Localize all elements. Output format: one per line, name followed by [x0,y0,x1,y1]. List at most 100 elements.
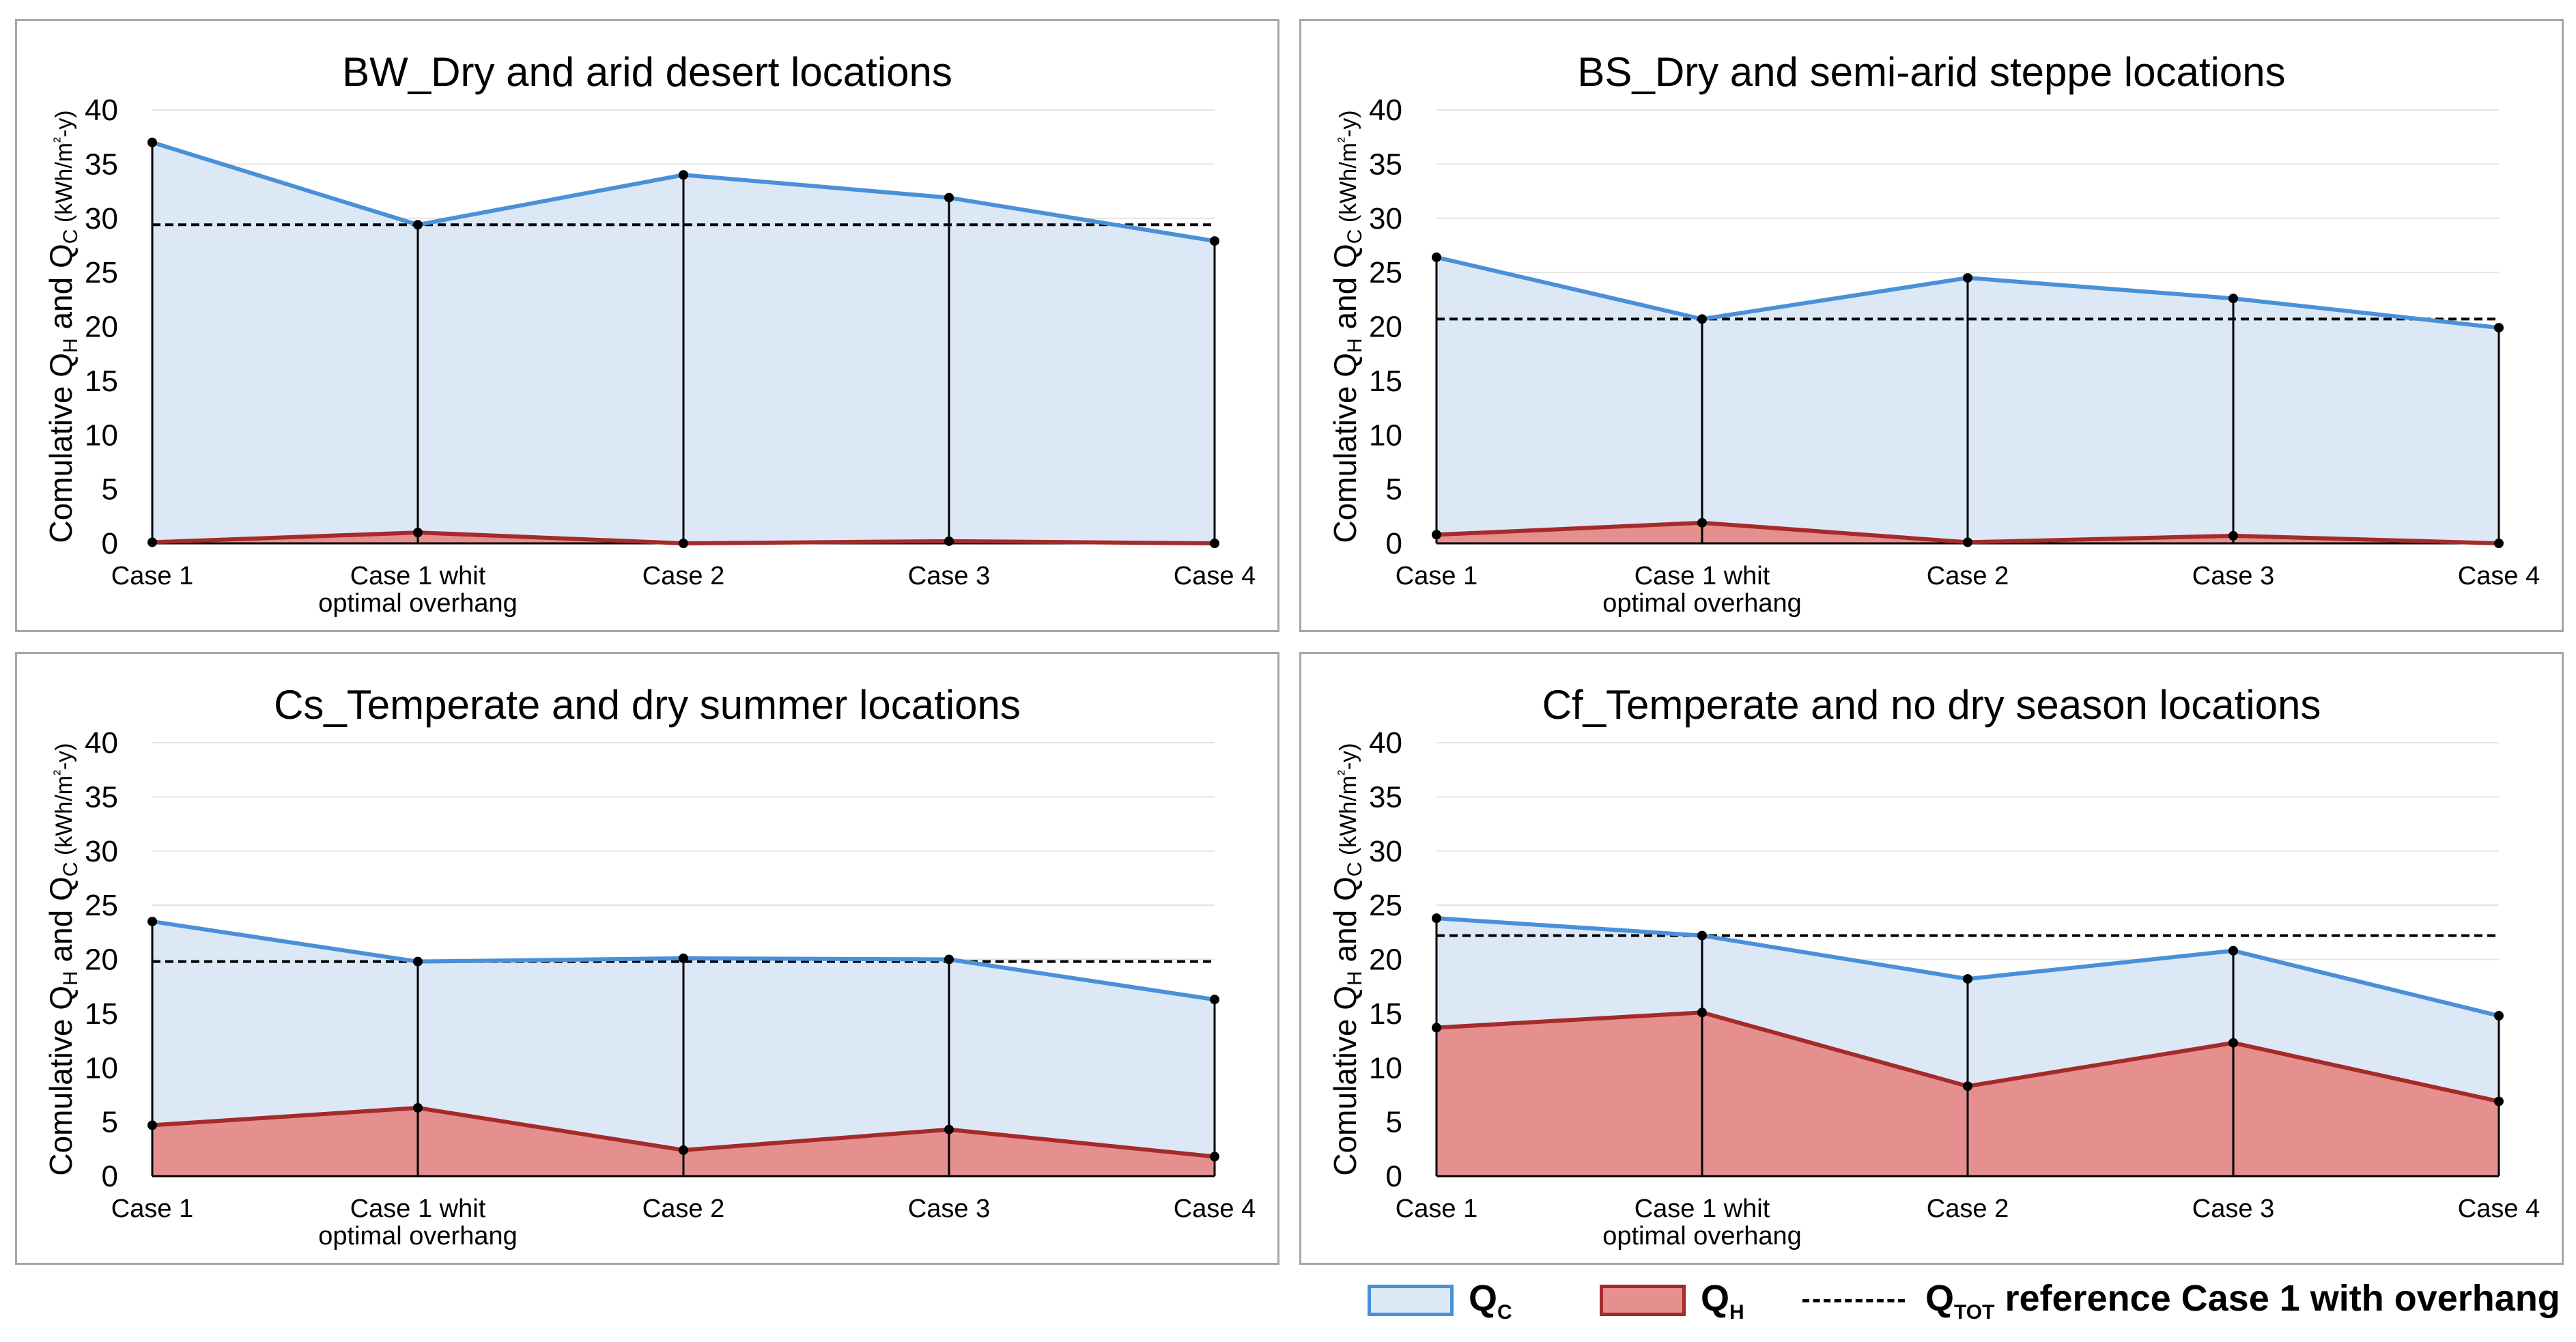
qc-point [2228,945,2238,956]
y-axis-title: Comulative QH and QC (kWh/m²-y) [43,743,82,1175]
y-tick-label: 35 [85,780,118,814]
qc-point [413,956,423,967]
qh-point [147,1120,157,1130]
y-tick-label: 10 [1369,1051,1402,1085]
legend-label-reference: QTOT reference Case 1 with overhang [1925,1277,2560,1324]
qh-point [679,539,688,548]
chart-title: BW_Dry and arid desert locations [342,49,952,95]
x-tick-label: Case 1 [111,562,193,590]
y-tick-label: 0 [1386,527,1402,560]
y-tick-label: 5 [1386,473,1402,506]
y-axis-title: Comulative QH and QC (kWh/m²-y) [43,110,82,543]
qh-point [2228,530,2238,541]
y-tick-label: 35 [1369,147,1402,181]
chart-title: BS_Dry and semi-arid steppe locations [1577,49,2286,95]
x-tick-label: Case 1 [1396,562,1477,590]
chart-plot-cs: 0 5 10 15 20 25 30 35 40 Case 1 Case 1 whitoptimal… [43,726,1256,1251]
chart-panel-cs: Cs_Temperate and dry summer locations 0 5… [15,652,1279,1265]
qh-point [1697,1008,1707,1018]
x-tick-label: Case 3 [908,1195,990,1223]
y-tick-label: 20 [1369,943,1402,977]
qc-point [147,137,157,147]
qc-point [679,953,688,963]
y-tick-label: 5 [102,473,118,506]
qh-point [1432,1023,1441,1033]
y-tick-label: 0 [1386,1160,1402,1193]
x-tick-label: Case 4 [1174,562,1256,590]
qh-point [1963,537,1972,547]
chart-plot-bw: 0 5 10 15 20 25 30 35 40 Case 1 Case 1 whitoptimal… [43,94,1256,618]
y-tick-label: 25 [1369,889,1402,922]
y-tick-label: 5 [1386,1106,1402,1139]
y-tick-label: 30 [85,835,118,868]
qc-point [1697,314,1707,324]
y-axis-title: Comulative QH and QC (kWh/m²-y) [1327,110,1366,543]
qc-point [2494,1011,2504,1021]
qh-point [2494,539,2504,548]
legend-label-qh: QH [1701,1277,1744,1324]
x-tick-label: Case 4 [2458,1195,2540,1223]
chart-plot-bs: 0 5 10 15 20 25 30 35 40 Case 1 Case 1 whitoptimal… [1327,94,2540,618]
x-tick-label: Case 3 [908,562,990,590]
qc-point [1432,252,1441,262]
y-tick-label: 0 [102,1160,118,1193]
y-tick-label: 25 [1369,256,1402,289]
chart-title: Cf_Temperate and no dry season locations [1542,682,2321,728]
y-tick-label: 25 [85,256,118,289]
x-tick-label: Case 1 whit [350,562,486,590]
x-tick-label: Case 1 [111,1195,193,1223]
y-tick-label: 10 [1369,418,1402,452]
qc-point [2494,323,2504,333]
legend-swatch-reference [1802,1298,1905,1302]
qc-point [1432,913,1441,924]
chart-plot-cf: 0 5 10 15 20 25 30 35 40 Case 1 Case 1 whitoptimal… [1327,726,2540,1251]
y-tick-label: 30 [1369,202,1402,235]
qh-point [679,1145,688,1155]
qh-point [147,537,157,547]
x-tick-label: Case 2 [1927,562,2009,590]
qc-point [944,192,954,203]
y-tick-label: 20 [1369,311,1402,344]
qc-point [679,170,688,180]
y-tick-label: 10 [85,418,118,452]
x-tick-label: optimal overhang [318,1222,518,1251]
qh-point [944,1124,954,1134]
legend-item-qc: QC [1368,1263,1512,1338]
y-tick-label: 40 [85,726,118,760]
y-tick-label: 20 [85,311,118,344]
y-tick-label: 15 [85,997,118,1031]
qc-point [944,954,954,965]
legend-swatch-qc [1368,1285,1454,1316]
qh-point [413,528,423,538]
x-tick-label: Case 2 [642,1195,724,1223]
x-tick-label: Case 2 [642,562,724,590]
y-tick-label: 5 [102,1106,118,1139]
x-tick-label: Case 1 whit [1634,562,1770,590]
x-tick-label: Case 1 whit [350,1195,486,1223]
x-tick-label: optimal overhang [1602,1222,1802,1251]
legend-item-qh: QH [1600,1263,1744,1338]
y-tick-label: 30 [1369,835,1402,868]
qh-point [2228,1038,2238,1048]
y-tick-label: 10 [85,1051,118,1085]
qc-point [1963,273,1972,283]
qh-point [413,1102,423,1113]
y-tick-label: 20 [85,943,118,977]
y-tick-label: 15 [85,365,118,398]
qh-point [1210,1152,1219,1162]
x-tick-label: Case 2 [1927,1195,2009,1223]
legend-label-qc: QC [1469,1277,1512,1324]
y-tick-label: 25 [85,889,118,922]
qh-point [1963,1081,1972,1091]
qc-point [2228,294,2238,304]
chart-panel-cf: Cf_Temperate and no dry season locations… [1299,652,2564,1265]
chart-title: Cs_Temperate and dry summer locations [274,682,1021,728]
qc-point [413,220,423,230]
x-tick-label: Case 3 [2192,562,2274,590]
qc-point [1697,930,1707,941]
y-tick-label: 15 [1369,997,1402,1031]
qh-point [1697,517,1707,528]
x-tick-label: Case 1 [1396,1195,1477,1223]
y-tick-label: 40 [85,94,118,127]
chart-panel-bs: BS_Dry and semi-arid steppe locations 0 5… [1299,19,2564,632]
